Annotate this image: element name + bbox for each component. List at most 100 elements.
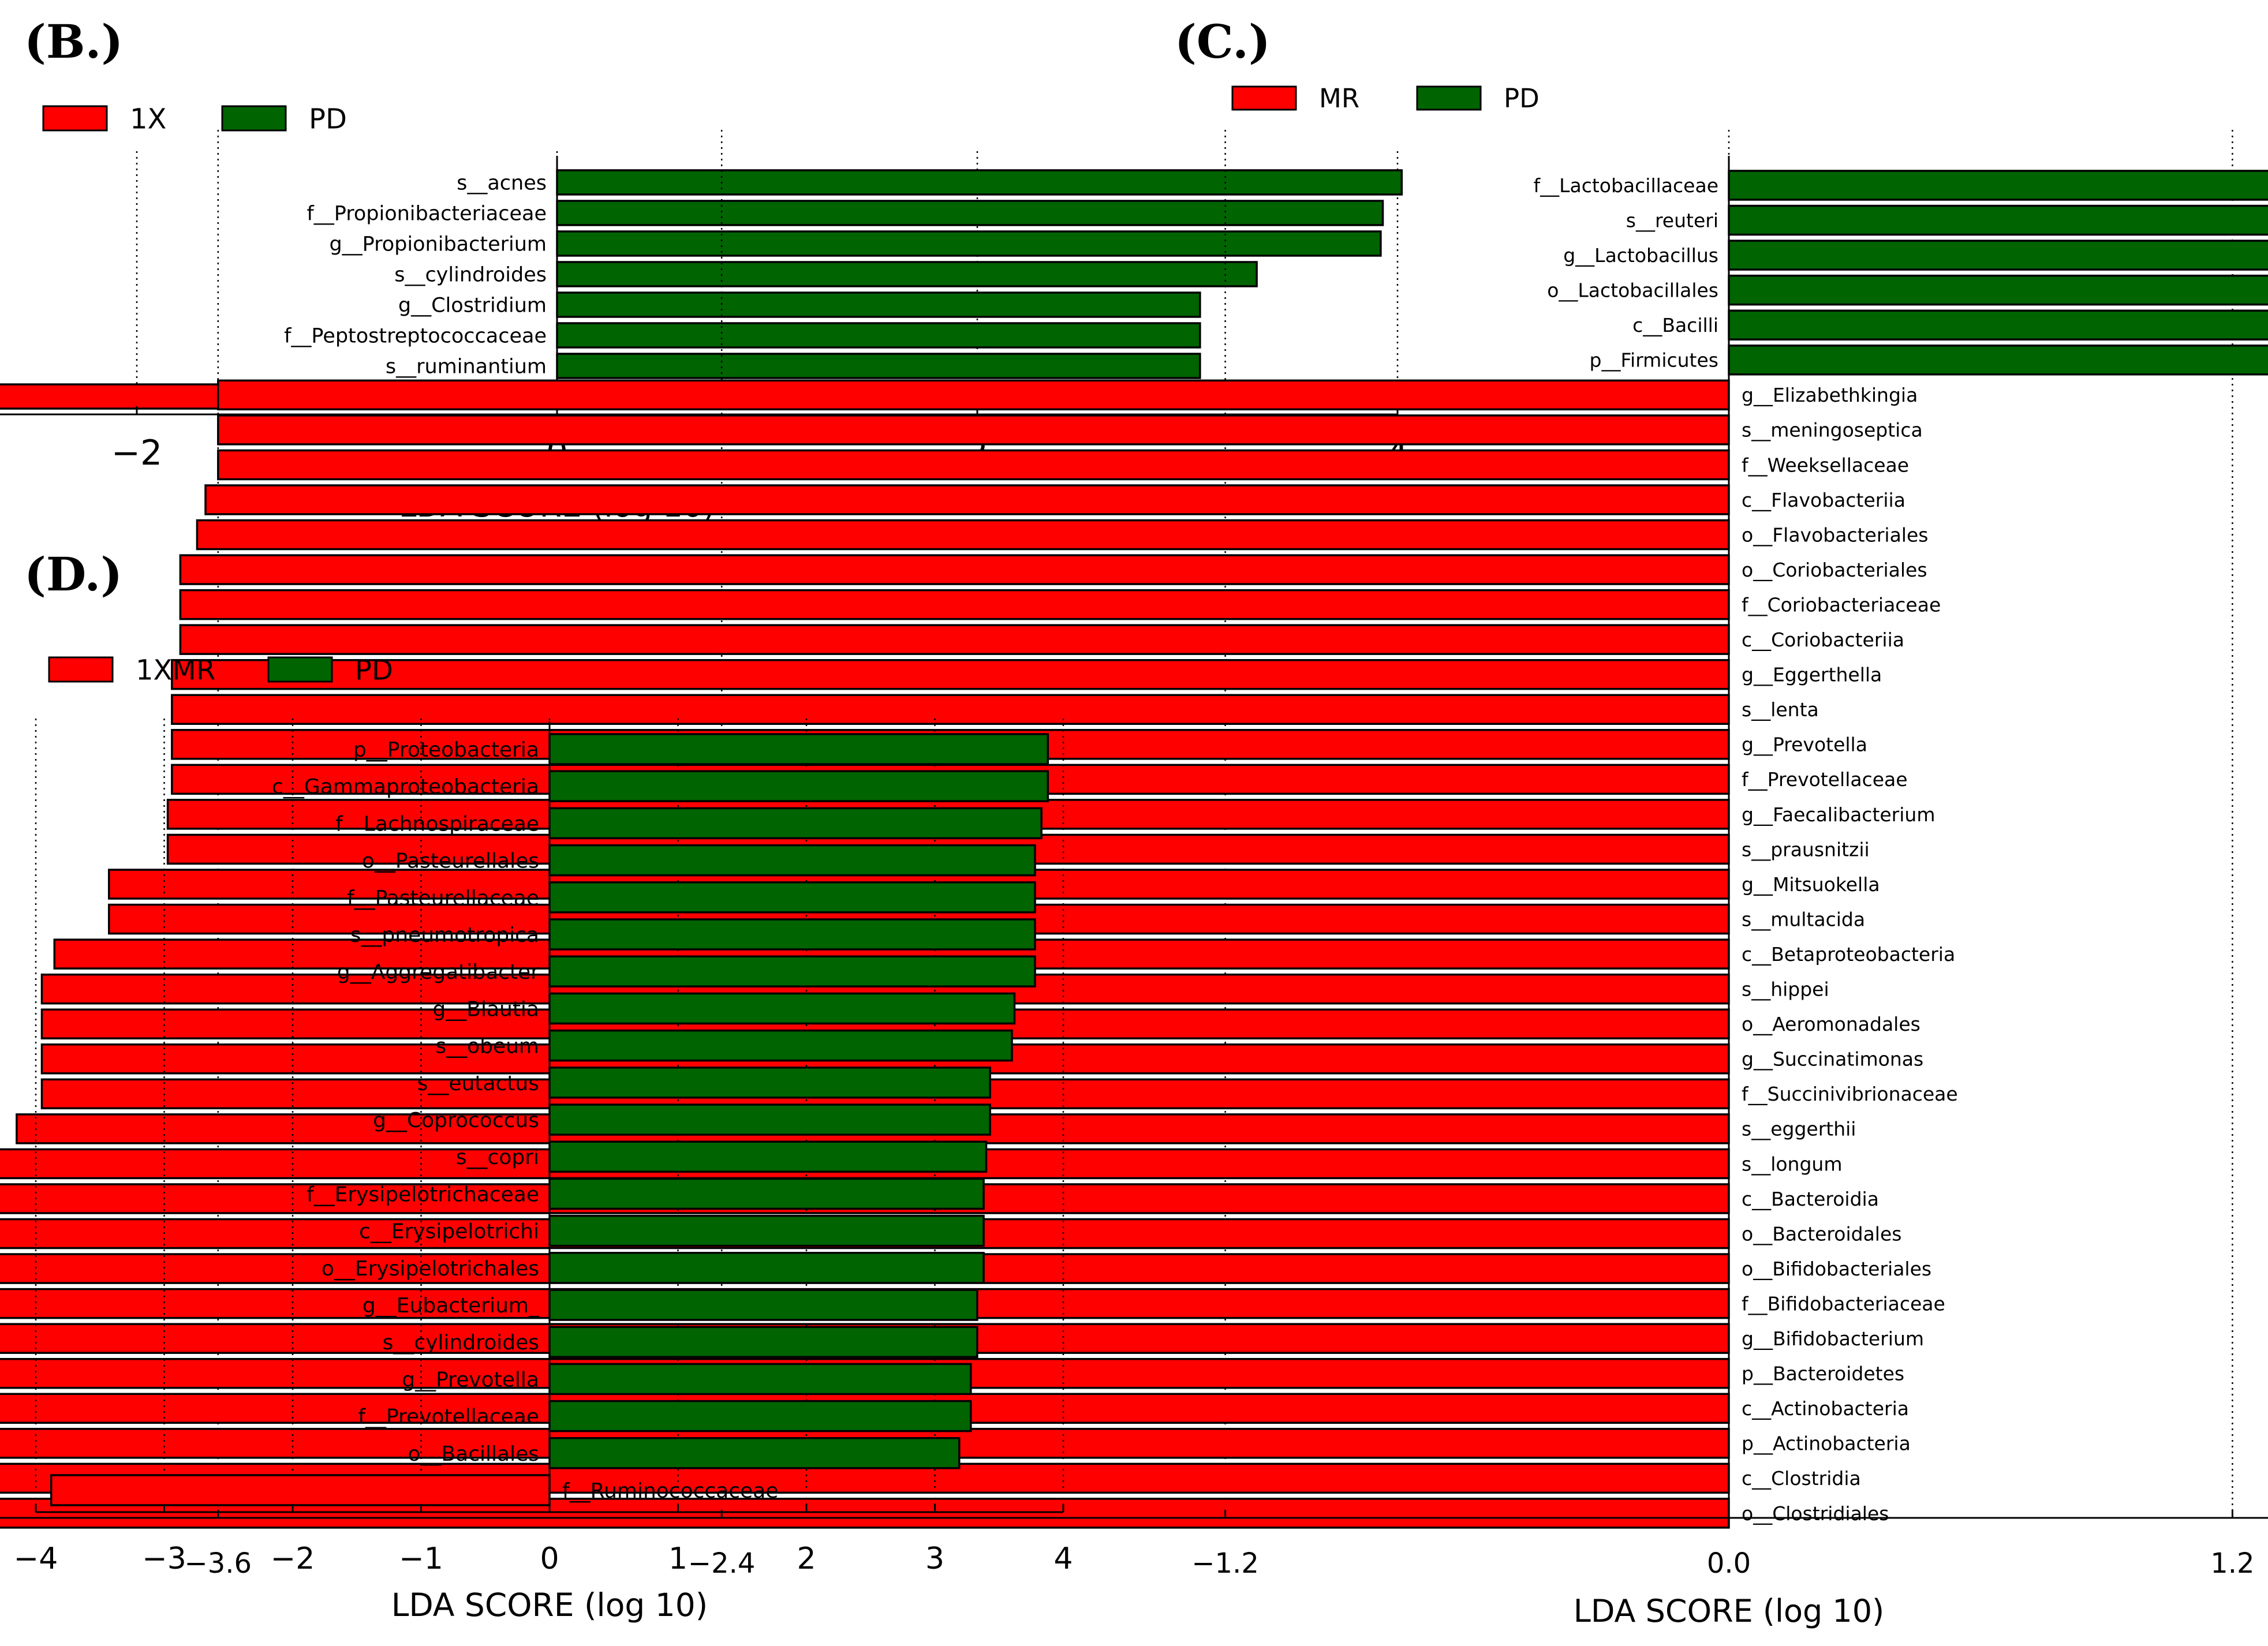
x-axis-label: LDA SCORE (log 10) xyxy=(1574,1593,1884,1629)
bar-s-lenta xyxy=(171,694,1730,725)
bar-label: s__acnes xyxy=(457,172,547,195)
bar-s-obeum xyxy=(548,1029,1013,1062)
x-tick-label: 1 xyxy=(668,1542,688,1576)
bar-label: s__reuteri xyxy=(1626,209,1718,231)
bar-label: f__Coriobacteriaceae xyxy=(1742,593,1941,616)
bar-f-erysipelotrichaceae xyxy=(548,1177,985,1210)
legend-label-mr: MR xyxy=(1319,83,1359,114)
panel-label: (C.) xyxy=(1175,14,1271,69)
bar-g-prevotella xyxy=(548,1363,972,1396)
x-tick-label: 4 xyxy=(1053,1542,1073,1576)
bar-label: o__Erysipelotrichales xyxy=(322,1257,539,1281)
x-tick-label: −3 xyxy=(142,1542,186,1576)
bar-g-propionibacterium xyxy=(556,230,1382,257)
bar-label: c__Flavobacteriia xyxy=(1742,489,1905,511)
bar-label: g__Lactobacillus xyxy=(1563,244,1718,267)
legend-swatch-mr xyxy=(1231,85,1297,111)
x-tick-label: −2 xyxy=(111,433,162,473)
legend-label-1x: 1X xyxy=(130,103,166,135)
bar-g-elizabethkingia xyxy=(217,379,1730,411)
bar-label: g__Succinatimonas xyxy=(1742,1048,1923,1071)
bar-label: s__hippei xyxy=(1742,978,1829,1001)
bar-g-eubacterium- xyxy=(548,1289,978,1321)
bar-c-coriobacteriia xyxy=(179,624,1730,655)
bar-p-proteobacteria xyxy=(548,733,1049,765)
bar-o-coriobacteriales xyxy=(179,554,1730,585)
bar-f-peptostreptococcaceae xyxy=(556,322,1201,349)
bar-g-clostridium xyxy=(556,291,1201,318)
bar-f-pasteurellaceae xyxy=(548,881,1036,914)
bar-f-ruminococcaceae xyxy=(50,1474,551,1506)
bar-g-blautia xyxy=(548,992,1016,1025)
bar-label: g__Mitsuokella xyxy=(1742,873,1880,896)
x-tick-label: −4 xyxy=(14,1542,58,1576)
x-axis-label: LDA SCORE (log 10) xyxy=(391,1587,708,1623)
bar-label: f__Propionibacteriaceae xyxy=(307,203,547,226)
bar-label: g__Blautia xyxy=(432,997,539,1021)
bar-label: f__Prevotellaceae xyxy=(1742,768,1908,791)
bar-label: g__Eggerthella xyxy=(1742,664,1882,686)
bar-label: g__Aggregatibacter xyxy=(337,960,539,984)
bar-label: f__Peptostreptococcaceae xyxy=(284,325,547,348)
bar-s-eutactus xyxy=(548,1067,991,1099)
bar-label: o__Flavobacteriales xyxy=(1742,523,1928,546)
bar-label: g__Clostridium xyxy=(398,294,547,317)
bar-c-flavobacteriia xyxy=(204,484,1730,515)
bar-s-ruminantium xyxy=(556,353,1201,379)
legend-swatch-pd xyxy=(267,656,333,683)
bar-label: c__Betaproteobacteria xyxy=(1742,943,1955,966)
legend-swatch-pd xyxy=(221,105,287,132)
x-tick-label: 0.0 xyxy=(1707,1547,1751,1580)
bar-label: o__Aeromonadales xyxy=(1742,1013,1920,1035)
x-tick-label: −2 xyxy=(271,1542,315,1576)
bar-label: g__Prevotella xyxy=(402,1368,539,1391)
bar-label: f__Prevotellaceae xyxy=(358,1405,539,1429)
panel-label: (B.) xyxy=(24,14,123,69)
bar-label: f__Lachnospiraceae xyxy=(335,812,539,836)
bar-label: f__Ruminococcaceae xyxy=(562,1479,778,1503)
legend-swatch-1x xyxy=(42,105,108,132)
bar-label: o__Bacteroidales xyxy=(1742,1222,1901,1245)
bar-s-acnes xyxy=(556,169,1403,196)
bar-label: g__Faecalibacterium xyxy=(1742,803,1935,826)
x-tick-label: 0 xyxy=(540,1542,559,1576)
bar-label: o__Bifidobacteriales xyxy=(1742,1258,1931,1280)
bar-label: f__Weeksellaceae xyxy=(1742,454,1909,476)
bar-label: c__Bacteroidia xyxy=(1742,1188,1879,1210)
bar-g-eggerthella xyxy=(171,659,1730,690)
bar-s-reuteri xyxy=(1728,204,2268,236)
bar-label: s__eggerthii xyxy=(1742,1118,1856,1140)
bar-label: o__Coriobacteriales xyxy=(1742,559,1927,581)
bar-label: s__cylindroides xyxy=(383,1331,539,1355)
panel-d-lda-chart: (D.) 1XMR PD p__Proteobacteria c__Gammaprote… xyxy=(14,547,1073,1623)
x-tick-label: 1.2 xyxy=(2210,1547,2254,1580)
bar-label: c__Coriobacteriia xyxy=(1742,629,1904,651)
bar-label: p__Bacteroidetes xyxy=(1742,1363,1904,1385)
bar-g-aggregatibacter xyxy=(548,955,1036,987)
bar-f-prevotellaceae xyxy=(548,1400,972,1432)
panel-b-lda-chart: (B.) 1X PD s__acnes f__Propionibacteriaceaeg… xyxy=(0,14,1408,524)
bar-o-erysipelotrichales xyxy=(548,1252,985,1284)
bar-label: s__lenta xyxy=(1742,698,1819,721)
bar-f-lactobacillaceae xyxy=(1728,170,2268,201)
bar-s-cylindroides xyxy=(548,1326,978,1358)
legend-label-pd: PD xyxy=(1504,83,1540,114)
bar-label: s__copri xyxy=(456,1146,539,1169)
bar-label: s__prausnitzii xyxy=(1742,838,1870,861)
bar-s-meningoseptica xyxy=(217,414,1730,446)
bar-o-bacillales xyxy=(548,1437,961,1469)
bar-c-gammaproteobacteria xyxy=(548,770,1049,802)
bar-label: f__Erysipelotrichaceae xyxy=(307,1183,539,1206)
bar-label: c__Gammaproteobacteria xyxy=(272,775,539,799)
bar-label: g__Prevotella xyxy=(1742,734,1867,756)
bar-label: g__Eubacterium_ xyxy=(363,1294,540,1318)
bar-o-pasteurellales xyxy=(548,844,1036,877)
legend-label-pd: PD xyxy=(309,103,347,135)
bar-label: s__cylindroides xyxy=(394,264,547,287)
bar-label: s__longum xyxy=(1742,1153,1842,1175)
bar-label: f__Bifidobacteriaceae xyxy=(1742,1292,1945,1315)
bar-label: s__meningoseptica xyxy=(1742,419,1923,442)
bar-label: o__Bacillales xyxy=(408,1442,539,1466)
bar-s-copri xyxy=(548,1140,988,1173)
bar-label: p__Proteobacteria xyxy=(353,738,539,762)
